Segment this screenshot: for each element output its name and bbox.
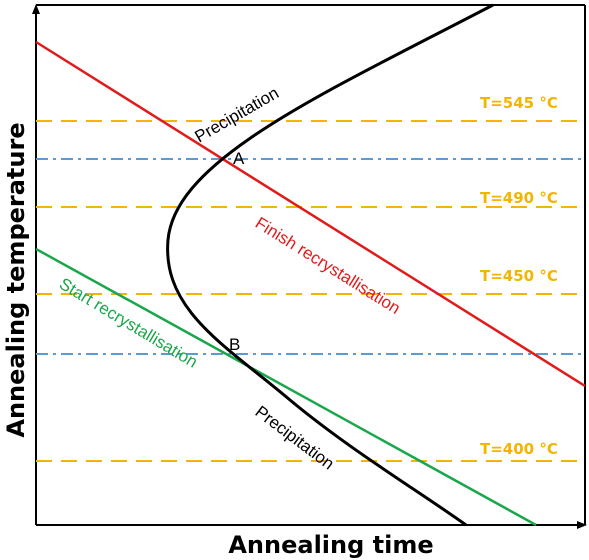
temperature-lines bbox=[36, 120, 585, 462]
precipitation-label-lower: Precipitation bbox=[252, 402, 338, 473]
temp-label-490: T=490 °C bbox=[480, 189, 558, 207]
temp-label-450: T=450 °C bbox=[480, 267, 558, 285]
point-b-label: B bbox=[229, 335, 240, 354]
point-a-label: A bbox=[233, 149, 245, 168]
temp-label-400: T=400 °C bbox=[480, 440, 558, 458]
reference-lines bbox=[36, 158, 585, 355]
finish-recrystallisation-line bbox=[35, 40, 586, 388]
precipitation-curve bbox=[166, 3, 494, 527]
start-recrystallisation-label: Start recrystallisation bbox=[56, 274, 201, 372]
start-recrystallisation-line bbox=[35, 247, 537, 527]
temp-label-545: T=545 °C bbox=[480, 94, 558, 112]
precipitation-label-upper: Precipitation bbox=[192, 83, 283, 146]
y-axis-arrow bbox=[32, 4, 40, 14]
axes bbox=[32, 4, 587, 529]
finish-recrystallisation-label: Finish recrystallisation bbox=[252, 213, 404, 318]
x-axis-arrow bbox=[577, 521, 587, 529]
y-axis-title: Annealing temperature bbox=[2, 122, 30, 437]
x-axis-title: Annealing time bbox=[228, 531, 433, 559]
